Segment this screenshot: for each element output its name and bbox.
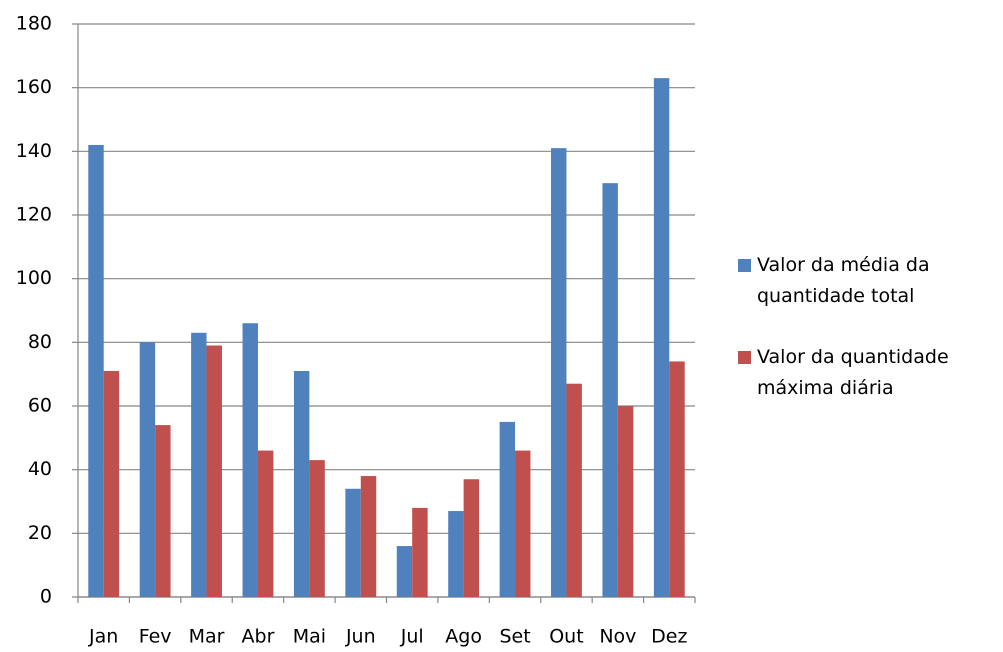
legend-swatch [738, 259, 751, 272]
x-tick-label: Nov [599, 626, 636, 648]
bar [602, 183, 618, 597]
bar [155, 425, 171, 597]
y-tick-label: 180 [16, 13, 52, 35]
bar [566, 383, 582, 597]
y-tick-label: 100 [16, 267, 52, 289]
y-tick-label: 80 [28, 331, 52, 353]
bar [191, 332, 207, 597]
y-tick-label: 0 [40, 586, 52, 608]
legend-label: Valor da média da quantidade total [757, 254, 930, 307]
x-tick-label: Out [549, 626, 583, 648]
y-tick-label: 160 [16, 76, 52, 98]
bar [293, 370, 310, 597]
bar [242, 323, 258, 597]
bar [669, 361, 685, 597]
bar [360, 476, 377, 597]
bar [412, 507, 428, 597]
bar [345, 488, 361, 597]
y-tick-label: 40 [28, 458, 52, 480]
x-tick-label: Jul [400, 626, 424, 648]
bar [103, 370, 120, 597]
bar [551, 148, 567, 597]
bar [396, 546, 413, 597]
x-tick-label: Jan [88, 626, 118, 648]
x-tick-label: Jun [345, 626, 376, 648]
bar [515, 450, 531, 597]
x-tick-label: Mar [189, 626, 225, 648]
bar [499, 421, 516, 597]
bar [309, 460, 325, 597]
bar [139, 342, 156, 597]
x-tick-label: Abr [242, 626, 275, 648]
y-tick-label: 140 [16, 140, 52, 162]
bar [617, 406, 634, 597]
legend-item: Valor da quantidade máxima diária [738, 342, 1000, 404]
bar [448, 511, 464, 597]
x-tick-label: Dez [651, 626, 687, 648]
bar [653, 78, 670, 597]
y-tick-label: 60 [28, 395, 52, 417]
x-tick-label: Ago [445, 626, 482, 648]
x-tick-label: Fev [139, 626, 172, 648]
y-tick-label: 20 [28, 522, 52, 544]
x-tick-label: Mai [293, 626, 326, 648]
y-tick-label: 120 [16, 204, 52, 226]
bar [206, 345, 222, 597]
x-tick-label: Set [499, 626, 530, 648]
legend-item: Valor da média da quantidade total [738, 250, 1000, 312]
bar [463, 479, 480, 597]
legend-swatch [738, 351, 751, 364]
bar [88, 144, 104, 597]
bar [257, 450, 274, 597]
legend-label: Valor da quantidade máxima diária [757, 346, 949, 399]
